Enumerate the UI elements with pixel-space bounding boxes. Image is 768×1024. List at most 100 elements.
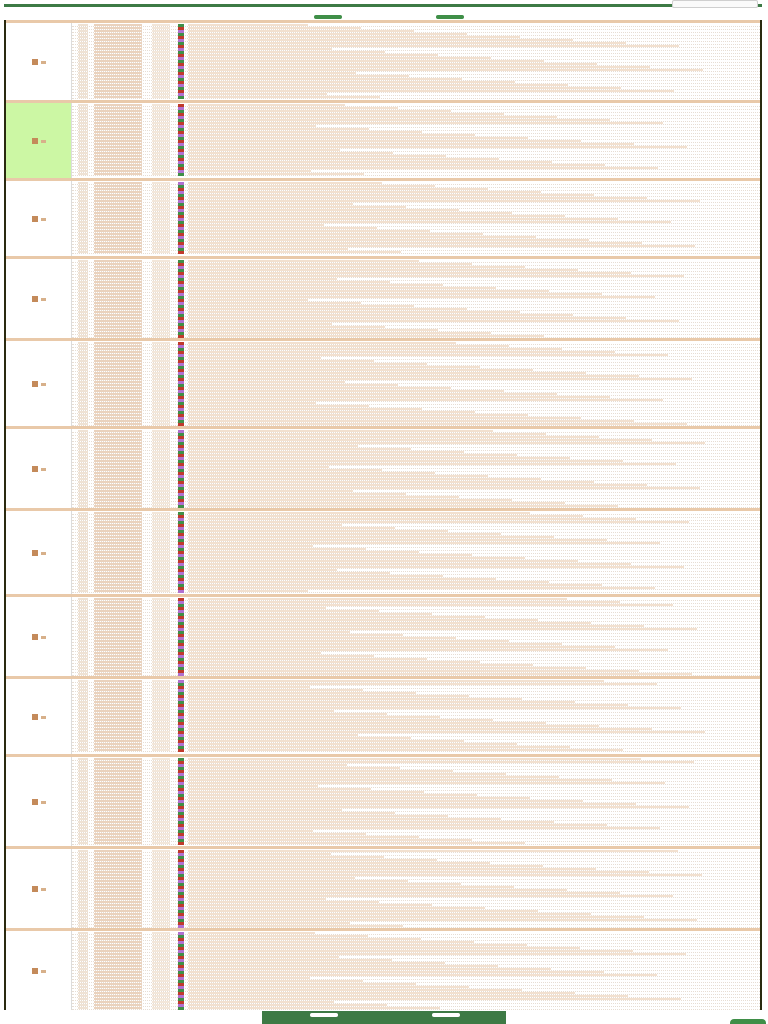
schedule-row[interactable] — [72, 530, 760, 533]
schedule-row[interactable] — [72, 713, 760, 716]
schedule-row[interactable] — [72, 512, 760, 515]
schedule-row[interactable] — [72, 200, 760, 203]
schedule-row[interactable] — [72, 466, 760, 469]
schedule-row[interactable] — [72, 266, 760, 269]
schedule-row[interactable] — [72, 402, 760, 405]
schedule-row[interactable] — [72, 1007, 760, 1010]
schedule-row[interactable] — [72, 536, 760, 539]
schedule-row[interactable] — [72, 628, 760, 631]
schedule-row[interactable] — [72, 932, 760, 935]
schedule-row[interactable] — [72, 275, 760, 278]
schedule-row[interactable] — [72, 922, 760, 925]
schedule-row[interactable] — [72, 953, 760, 956]
page-top-button[interactable] — [730, 1019, 766, 1024]
schedule-row[interactable] — [72, 399, 760, 402]
schedule-row[interactable] — [72, 430, 760, 433]
schedule-row[interactable] — [72, 366, 760, 369]
schedule-row[interactable] — [72, 314, 760, 317]
schedule-row[interactable] — [72, 161, 760, 164]
schedule-row[interactable] — [72, 658, 760, 661]
schedule-row[interactable] — [72, 788, 760, 791]
schedule-row[interactable] — [72, 734, 760, 737]
schedule-row[interactable] — [72, 649, 760, 652]
prev-arrow-icon[interactable] — [310, 1012, 338, 1017]
schedule-row[interactable] — [72, 701, 760, 704]
schedule-row[interactable] — [72, 575, 760, 578]
schedule-row[interactable] — [72, 188, 760, 191]
schedule-row[interactable] — [72, 209, 760, 212]
schedule-row[interactable] — [72, 63, 760, 66]
schedule-row[interactable] — [72, 60, 760, 63]
schedule-row[interactable] — [72, 640, 760, 643]
schedule-row[interactable] — [72, 995, 760, 998]
schedule-row[interactable] — [72, 30, 760, 33]
schedule-row[interactable] — [72, 408, 760, 411]
schedule-row[interactable] — [72, 194, 760, 197]
schedule-row[interactable] — [72, 284, 760, 287]
schedule-row[interactable] — [72, 560, 760, 563]
schedule-row[interactable] — [72, 48, 760, 51]
schedule-row[interactable] — [72, 272, 760, 275]
schedule-row[interactable] — [72, 613, 760, 616]
schedule-row[interactable] — [72, 390, 760, 393]
schedule-row[interactable] — [72, 54, 760, 57]
schedule-row[interactable] — [72, 128, 760, 131]
schedule-row[interactable] — [72, 938, 760, 941]
schedule-row[interactable] — [72, 980, 760, 983]
next-arrow-icon[interactable] — [436, 14, 464, 19]
schedule-row[interactable] — [72, 478, 760, 481]
schedule-row[interactable] — [72, 782, 760, 785]
schedule-row[interactable] — [72, 311, 760, 314]
schedule-row[interactable] — [72, 652, 760, 655]
date-cell[interactable] — [6, 679, 72, 754]
schedule-row[interactable] — [72, 770, 760, 773]
schedule-row[interactable] — [72, 119, 760, 122]
schedule-row[interactable] — [72, 725, 760, 728]
schedule-row[interactable] — [72, 667, 760, 670]
schedule-row[interactable] — [72, 27, 760, 30]
schedule-row[interactable] — [72, 803, 760, 806]
schedule-row[interactable] — [72, 173, 760, 176]
schedule-row[interactable] — [72, 812, 760, 815]
schedule-row[interactable] — [72, 218, 760, 221]
schedule-row[interactable] — [72, 925, 760, 928]
schedule-row[interactable] — [72, 965, 760, 968]
schedule-row[interactable] — [72, 901, 760, 904]
schedule-row[interactable] — [72, 170, 760, 173]
schedule-row[interactable] — [72, 853, 760, 856]
schedule-row[interactable] — [72, 113, 760, 116]
schedule-row[interactable] — [72, 539, 760, 542]
schedule-row[interactable] — [72, 551, 760, 554]
schedule-row[interactable] — [72, 323, 760, 326]
schedule-row[interactable] — [72, 554, 760, 557]
schedule-row[interactable] — [72, 521, 760, 524]
schedule-row[interactable] — [72, 375, 760, 378]
schedule-row[interactable] — [72, 655, 760, 658]
schedule-row[interactable] — [72, 862, 760, 865]
schedule-row[interactable] — [72, 357, 760, 360]
schedule-row[interactable] — [72, 93, 760, 96]
schedule-row[interactable] — [72, 566, 760, 569]
schedule-row[interactable] — [72, 710, 760, 713]
schedule-row[interactable] — [72, 281, 760, 284]
schedule-row[interactable] — [72, 683, 760, 686]
schedule-row[interactable] — [72, 137, 760, 140]
schedule-row[interactable] — [72, 242, 760, 245]
schedule-row[interactable] — [72, 481, 760, 484]
schedule-row[interactable] — [72, 451, 760, 454]
schedule-row[interactable] — [72, 874, 760, 877]
schedule-row[interactable] — [72, 499, 760, 502]
schedule-row[interactable] — [72, 167, 760, 170]
schedule-row[interactable] — [72, 152, 760, 155]
schedule-row[interactable] — [72, 396, 760, 399]
schedule-row[interactable] — [72, 664, 760, 667]
schedule-row[interactable] — [72, 104, 760, 107]
date-cell[interactable] — [6, 931, 72, 1010]
schedule-row[interactable] — [72, 227, 760, 230]
schedule-row[interactable] — [72, 737, 760, 740]
schedule-row[interactable] — [72, 125, 760, 128]
next-arrow-icon[interactable] — [432, 1012, 460, 1017]
schedule-row[interactable] — [72, 974, 760, 977]
schedule-row[interactable] — [72, 1004, 760, 1007]
schedule-row[interactable] — [72, 533, 760, 536]
